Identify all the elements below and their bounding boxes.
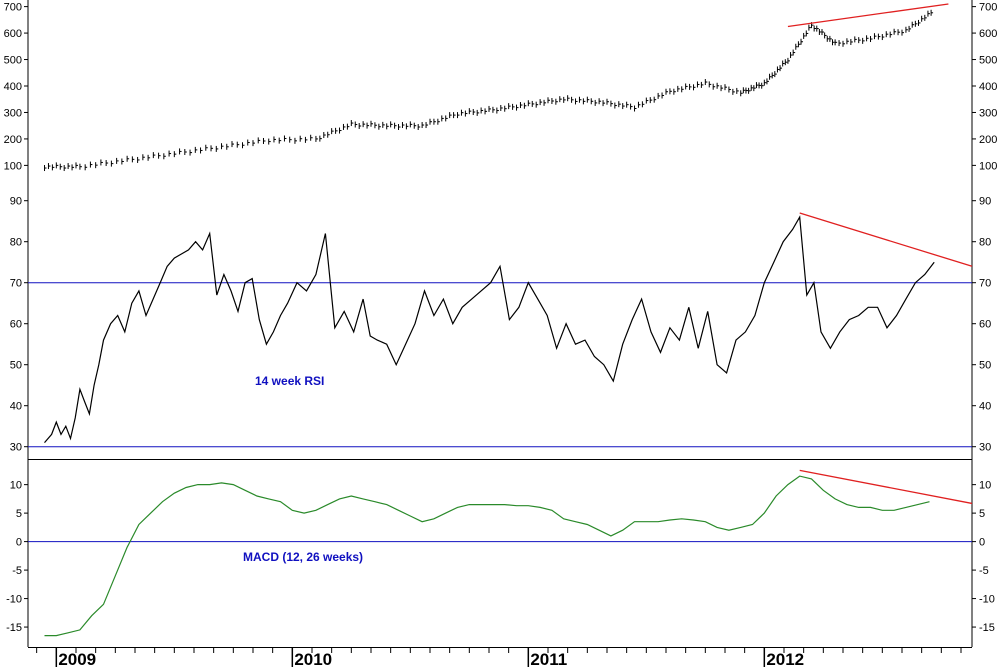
rsi-ytick-label-right: 30 (979, 442, 991, 454)
x-year-label: 2010 (294, 650, 332, 667)
rsi-ytick-label-right: 60 (979, 319, 991, 331)
rsi-ytick-label-left: 80 (10, 237, 22, 249)
macd-ytick-label-right: 5 (979, 508, 985, 520)
rsi-ytick-label-right: 80 (979, 237, 991, 249)
rsi-ytick-label-right: 70 (979, 278, 991, 290)
rsi-ytick-label-left: 60 (10, 319, 22, 331)
price-ytick-label-right: 200 (979, 134, 997, 146)
rsi-label: 14 week RSI (255, 374, 324, 388)
price-ytick-label-left: 100 (4, 160, 22, 172)
rsi-ytick-label-right: 90 (979, 196, 991, 208)
x-year-label: 2011 (530, 650, 567, 667)
price-ytick-label-right: 500 (979, 55, 997, 67)
macd-ytick-label-left: -5 (12, 565, 22, 577)
rsi-trendline (799, 212, 973, 267)
rsi-ytick-label-left: 30 (10, 442, 22, 454)
macd-series-line (44, 475, 930, 637)
price-ytick-label-left: 500 (4, 55, 22, 67)
macd-ytick-label-left: -15 (6, 622, 22, 634)
macd-ytick-label-right: -15 (979, 622, 995, 634)
macd-ytick-label-left: 10 (10, 480, 22, 492)
x-year-label: 2009 (58, 650, 96, 667)
macd-ytick-label-left: 5 (16, 508, 22, 520)
price-panel: 100 100 200 200 300 300 400 400 500 500 600 600 700 7… (4, 2, 998, 173)
macd-label: MACD (12, 26 weeks) (243, 550, 363, 564)
price-trendline (787, 3, 949, 28)
price-ytick-label-right: 100 (979, 160, 997, 172)
macd-panel: 10 10 5 5 0 0 -5 -5 -10 -10 -15 -15 (6, 469, 995, 637)
macd-ytick-label-left: -10 (6, 594, 22, 606)
price-ytick-label-left: 700 (4, 2, 22, 14)
price-ytick-label-left: 400 (4, 81, 22, 93)
rsi-ytick-label-left: 40 (10, 401, 22, 413)
chart-frame (27, 0, 973, 648)
x-axis: 2009 2010 2011 2012 (36, 647, 962, 667)
price-ytick-label-left: 600 (4, 28, 22, 40)
macd-ytick-label-right: -5 (979, 565, 989, 577)
price-ytick-label-right: 300 (979, 107, 997, 119)
rsi-ytick-label-left: 50 (10, 360, 22, 372)
rsi-series-line (44, 215, 935, 443)
price-ytick-label-right: 600 (979, 28, 997, 40)
macd-ytick-label-right: 0 (979, 537, 985, 549)
price-ytick-label-left: 200 (4, 134, 22, 146)
price-ytick-label-left: 300 (4, 107, 22, 119)
price-ytick-label-right: 400 (979, 81, 997, 93)
rsi-ytick-label-right: 50 (979, 360, 991, 372)
macd-ytick-label-left: 0 (16, 537, 22, 549)
macd-trendline (799, 469, 973, 505)
macd-ytick-label-right: 10 (979, 480, 991, 492)
rsi-ytick-label-left: 90 (10, 196, 22, 208)
x-year-label: 2012 (766, 650, 804, 667)
rsi-ytick-label-left: 70 (10, 278, 22, 290)
macd-ytick-label-right: -10 (979, 594, 995, 606)
price-ytick-label-right: 700 (979, 2, 997, 14)
rsi-ytick-label-right: 40 (979, 401, 991, 413)
rsi-panel: 30 30 40 40 50 50 60 60 70 70 80 80 90 90 (10, 196, 992, 454)
